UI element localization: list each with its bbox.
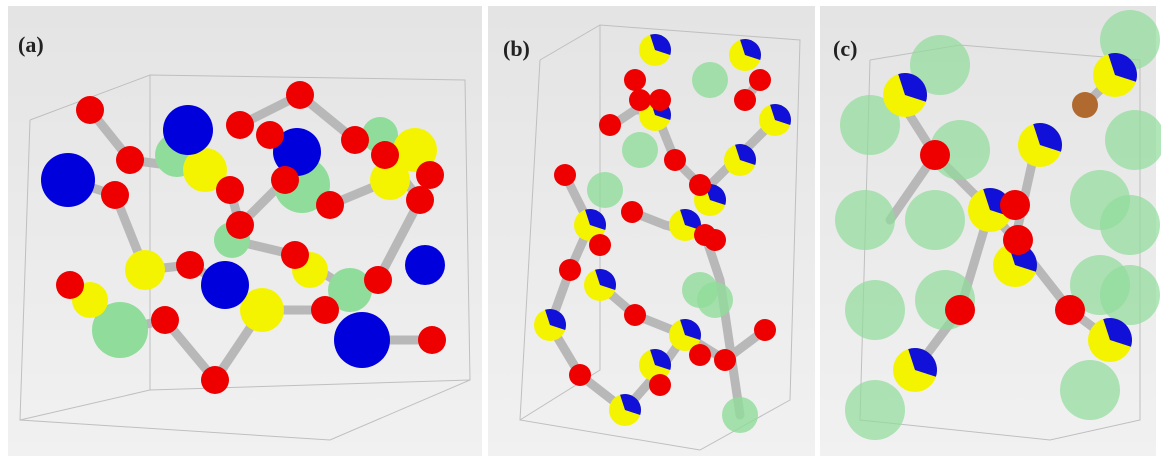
atom: [754, 319, 776, 341]
atom: [624, 304, 646, 326]
atom: [749, 69, 771, 91]
figure: (a) (b) (c): [0, 0, 1161, 463]
atom: [334, 312, 390, 368]
atom: [692, 62, 728, 98]
atom: [649, 89, 671, 111]
atom: [589, 234, 611, 256]
atom: [835, 190, 895, 250]
atom: [405, 245, 445, 285]
atom: [920, 140, 950, 170]
atom: [714, 349, 736, 371]
atom: [286, 81, 314, 109]
atom: [1100, 265, 1160, 325]
atom: [418, 326, 446, 354]
atom: [621, 201, 643, 223]
atom: [945, 295, 975, 325]
atom: [101, 181, 129, 209]
atom: [176, 251, 204, 279]
atom: [76, 96, 104, 124]
atom: [406, 186, 434, 214]
atom: [734, 89, 756, 111]
atom: [371, 141, 399, 169]
atom: [1000, 190, 1030, 220]
atom: [416, 161, 444, 189]
atom: [689, 344, 711, 366]
atom: [622, 132, 658, 168]
atom: [554, 164, 576, 186]
atom: [697, 282, 733, 318]
atom: [226, 111, 254, 139]
atom: [1055, 295, 1085, 325]
atom: [629, 89, 651, 111]
panel-label: (a): [18, 32, 44, 57]
atom: [116, 146, 144, 174]
atom: [281, 241, 309, 269]
panel-label: (c): [833, 36, 857, 61]
atom: [341, 126, 369, 154]
atom: [271, 166, 299, 194]
atom: [56, 271, 84, 299]
atom: [599, 114, 621, 136]
atom: [364, 266, 392, 294]
atom: [845, 280, 905, 340]
atom: [624, 69, 646, 91]
atom: [41, 153, 95, 207]
panel-label: (b): [503, 36, 530, 61]
atom: [664, 149, 686, 171]
atom: [587, 172, 623, 208]
atom: [1060, 360, 1120, 420]
atom: [569, 364, 591, 386]
atom: [163, 105, 213, 155]
atom: [216, 176, 244, 204]
atom: [559, 259, 581, 281]
atom: [722, 397, 758, 433]
atom: [689, 174, 711, 196]
atom: [316, 191, 344, 219]
atom: [226, 211, 254, 239]
atom: [256, 121, 284, 149]
atom: [1100, 195, 1160, 255]
atom: [649, 374, 671, 396]
atom: [151, 306, 179, 334]
atom: [845, 380, 905, 440]
atom: [704, 229, 726, 251]
atom: [201, 366, 229, 394]
atom: [311, 296, 339, 324]
atom: [905, 190, 965, 250]
atom: [125, 250, 165, 290]
atom: [201, 261, 249, 309]
atom: [1072, 92, 1098, 118]
atom: [1003, 225, 1033, 255]
